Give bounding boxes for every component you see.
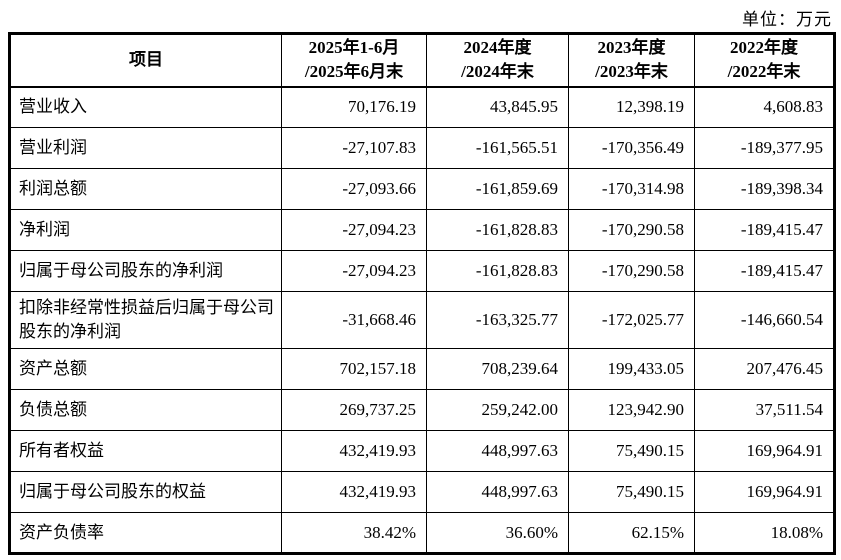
- row-value: 75,490.15: [568, 471, 695, 513]
- row-label: 归属于母公司股东的权益: [9, 471, 282, 513]
- row-value: -161,828.83: [426, 209, 569, 251]
- row-value: 702,157.18: [281, 348, 427, 390]
- row-value: 432,419.93: [281, 430, 427, 472]
- table-row: 资产负债率 38.42% 36.60% 62.15% 18.08%: [9, 512, 835, 554]
- row-value: 36.60%: [426, 512, 569, 554]
- period-2023-line2: /2023年末: [595, 62, 668, 82]
- row-value: -163,325.77: [426, 291, 569, 349]
- table-row: 负债总额 269,737.25 259,242.00 123,942.90 37,511…: [9, 389, 835, 431]
- period-2024-line1: 2024年度: [463, 37, 532, 57]
- row-value: 207,476.45: [694, 348, 835, 390]
- row-value: -170,314.98: [568, 168, 695, 210]
- table-row: 利润总额 -27,093.66 -161,859.69 -170,314.98 -189…: [9, 168, 835, 210]
- row-value: -170,290.58: [568, 209, 695, 251]
- row-value: 62.15%: [568, 512, 695, 554]
- row-value: 4,608.83: [694, 86, 835, 128]
- column-header-2023: 2023年度/2023年末: [568, 33, 695, 88]
- row-value: 18.08%: [694, 512, 835, 554]
- row-label: 负债总额: [9, 389, 282, 431]
- row-value: -146,660.54: [694, 291, 835, 349]
- row-value: -172,025.77: [568, 291, 695, 349]
- row-value: 38.42%: [281, 512, 427, 554]
- row-value: -27,093.66: [281, 168, 427, 210]
- row-value: 43,845.95: [426, 86, 569, 128]
- row-label: 营业利润: [9, 127, 282, 169]
- row-value: 432,419.93: [281, 471, 427, 513]
- row-value: 448,997.63: [426, 471, 569, 513]
- row-value: -189,415.47: [694, 209, 835, 251]
- row-value: -27,107.83: [281, 127, 427, 169]
- unit-label: 单位：万元: [742, 10, 832, 29]
- row-value: 75,490.15: [568, 430, 695, 472]
- table-row: 资产总额 702,157.18 708,239.64 199,433.05 207,47…: [9, 348, 835, 390]
- row-value: -27,094.23: [281, 209, 427, 251]
- row-label: 资产负债率: [9, 512, 282, 554]
- table-row: 营业利润 -27,107.83 -161,565.51 -170,356.49 -189…: [9, 127, 835, 169]
- header-row: 项目 2025年1-6月/2025年6月末 2024年度/2024年末 2023…: [9, 33, 835, 88]
- row-value: 259,242.00: [426, 389, 569, 431]
- row-label: 营业收入: [9, 86, 282, 128]
- period-2023-line1: 2023年度: [597, 37, 666, 57]
- row-value: 169,964.91: [694, 471, 835, 513]
- row-label: 归属于母公司股东的净利润: [9, 250, 282, 292]
- column-header-2022: 2022年度/2022年末: [694, 33, 835, 88]
- row-value: -161,828.83: [426, 250, 569, 292]
- row-value: 448,997.63: [426, 430, 569, 472]
- row-value: -161,565.51: [426, 127, 569, 169]
- period-2022-line1: 2022年度: [730, 37, 798, 57]
- row-label: 利润总额: [9, 168, 282, 210]
- table-row: 归属于母公司股东的净利润 -27,094.23 -161,828.83 -170,29…: [9, 250, 835, 292]
- row-value: -170,290.58: [568, 250, 695, 292]
- table-row: 营业收入 70,176.19 43,845.95 12,398.19 4,608.83: [9, 86, 835, 128]
- row-value: 70,176.19: [281, 86, 427, 128]
- column-header-2025: 2025年1-6月/2025年6月末: [281, 33, 427, 88]
- row-value: 12,398.19: [568, 86, 695, 128]
- row-value: 37,511.54: [694, 389, 835, 431]
- table-row: 净利润 -27,094.23 -161,828.83 -170,290.58 -189,…: [9, 209, 835, 251]
- row-label: 资产总额: [9, 348, 282, 390]
- row-value: -189,415.47: [694, 250, 835, 292]
- row-value: -31,668.46: [281, 291, 427, 349]
- row-value: -189,377.95: [694, 127, 835, 169]
- row-value: 199,433.05: [568, 348, 695, 390]
- period-2022-line2: /2022年末: [727, 62, 801, 82]
- table-row: 扣除非经常性损益后归属于母公司股东的净利润 -31,668.46 -163,325.…: [9, 291, 835, 349]
- row-value: -170,356.49: [568, 127, 695, 169]
- row-label: 净利润: [9, 209, 282, 251]
- row-label: 扣除非经常性损益后归属于母公司股东的净利润: [9, 291, 282, 349]
- column-header-2024: 2024年度/2024年末: [426, 33, 569, 88]
- row-value: 123,942.90: [568, 389, 695, 431]
- period-2025-line1: 2025年1-6月: [308, 37, 400, 57]
- row-value: 708,239.64: [426, 348, 569, 390]
- period-2025-line2: /2025年6月末: [304, 62, 404, 82]
- row-value: -161,859.69: [426, 168, 569, 210]
- row-value: 169,964.91: [694, 430, 835, 472]
- row-value: -189,398.34: [694, 168, 835, 210]
- period-2024-line2: /2024年末: [461, 62, 534, 82]
- row-value: -27,094.23: [281, 250, 427, 292]
- row-label: 所有者权益: [9, 430, 282, 472]
- row-value: 269,737.25: [281, 389, 427, 431]
- table-row: 归属于母公司股东的权益 432,419.93 448,997.63 75,490.15…: [9, 471, 835, 513]
- table-row: 所有者权益 432,419.93 448,997.63 75,490.15 169,96…: [9, 430, 835, 472]
- column-header-item: 项目: [9, 33, 282, 88]
- financial-summary-table: 项目 2025年1-6月/2025年6月末 2024年度/2024年末 2023…: [8, 32, 836, 555]
